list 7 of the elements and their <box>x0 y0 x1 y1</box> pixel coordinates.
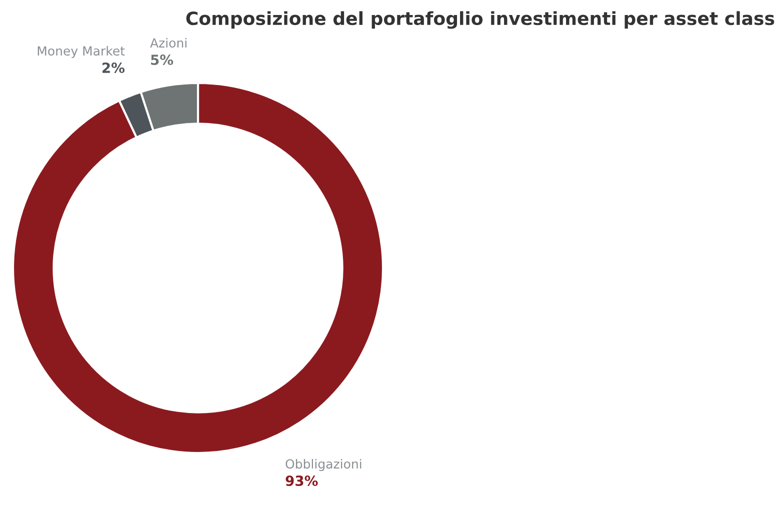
slice-label: Obbligazioni <box>286 458 362 472</box>
data-label: 2% <box>102 62 125 74</box>
text: Composizione del portafoglio investimenti per asset class <box>186 11 774 29</box>
data-label: 93% <box>286 476 318 486</box>
slice-label: Azioni <box>150 38 186 48</box>
slice-label: Money Market <box>38 46 125 58</box>
data-label: 5% <box>151 54 174 66</box>
